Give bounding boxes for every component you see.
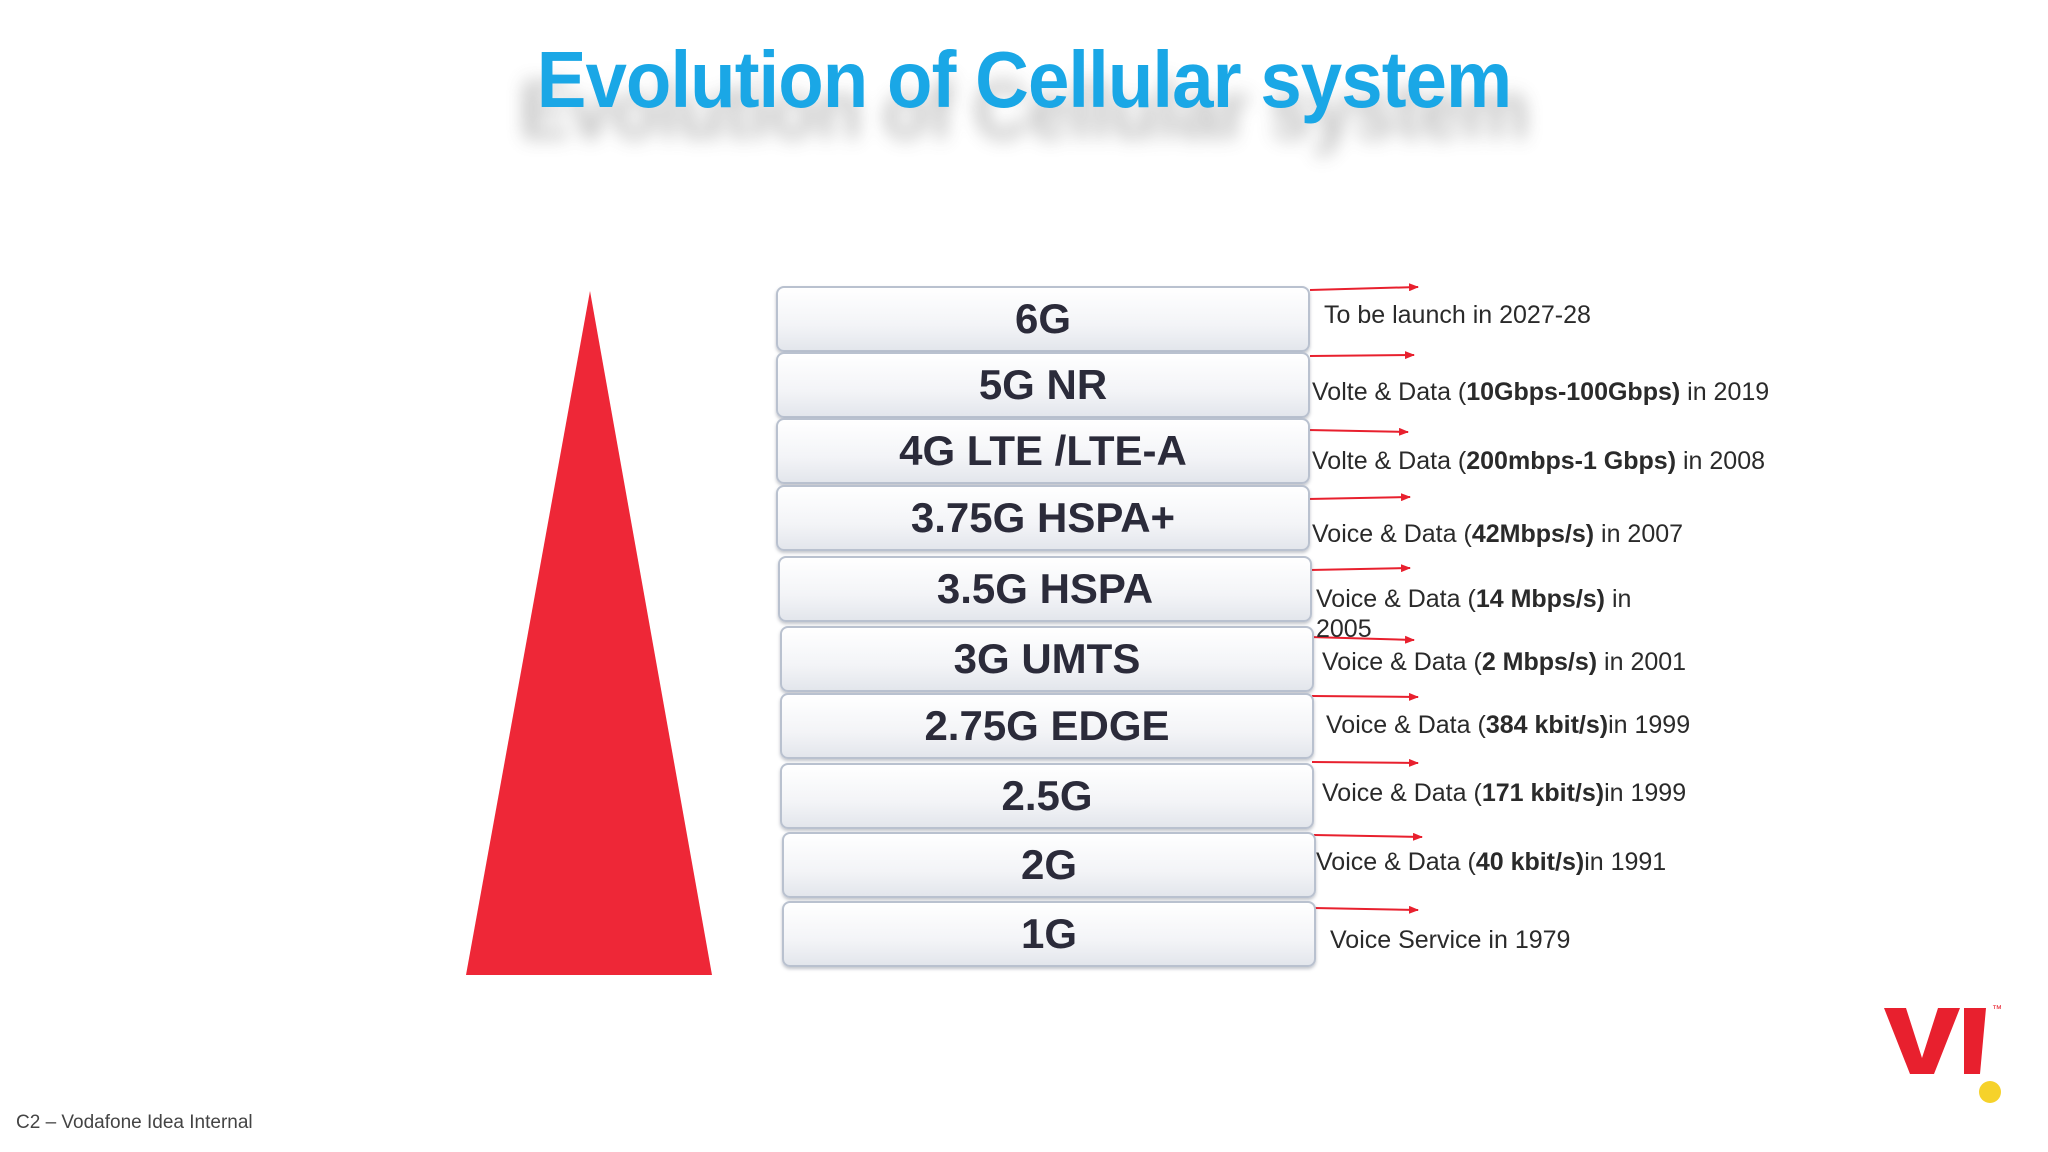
page-title: Evolution of Cellular system <box>536 35 1512 124</box>
desc-3g-bold: 2 Mbps/s) <box>1481 648 1598 676</box>
arrow-5g <box>1309 351 1415 360</box>
desc-5g-post: in 2019 <box>1680 378 1770 406</box>
desc-6g-text: To be launch in 2027-28 <box>1324 301 1591 329</box>
desc-1g: Voice Service in 1979 <box>1330 925 1570 955</box>
gen-box-6g: 6G <box>776 286 1310 352</box>
desc-35g-hspa: Voice & Data (14 Mbps/s) in 2005 <box>1316 584 1646 644</box>
arrow-375g <box>1307 493 1411 502</box>
arrow-4g <box>1307 427 1409 436</box>
desc-4g-bold: 200mbps-1 Gbps) <box>1466 447 1677 475</box>
vi-logo-icon: ™ <box>1884 1004 2002 1103</box>
gen-box-35g-hspa: 3.5G HSPA <box>778 556 1312 622</box>
desc-25g-text: Voice & Data ( <box>1322 779 1482 807</box>
desc-275g-bold: 384 kbit/s) <box>1485 711 1609 739</box>
desc-25g-post: in 1999 <box>1604 779 1687 807</box>
desc-5g-text: Volte & Data ( <box>1312 378 1467 406</box>
desc-2g: Voice & Data (40 kbit/s)in 1991 <box>1316 847 1666 877</box>
desc-6g: To be launch in 2027-28 <box>1324 300 1591 330</box>
title-shadow: Evolution of Cellular system <box>518 65 1530 156</box>
desc-2g-bold: 40 kbit/s) <box>1475 848 1585 876</box>
desc-375g-post: in 2007 <box>1594 520 1684 548</box>
desc-3g-post: in 2001 <box>1597 648 1687 676</box>
desc-5g-bold: 10Gbps-100Gbps) <box>1466 378 1681 406</box>
arrow-6g <box>1309 283 1419 292</box>
desc-25g-bold: 171 kbit/s) <box>1481 779 1605 807</box>
arrow-3g <box>1309 635 1415 644</box>
desc-1g-text: Voice Service in 1979 <box>1330 926 1571 954</box>
desc-375g-bold: 42Mbps/s) <box>1471 520 1595 548</box>
desc-4g-text: Volte & Data ( <box>1312 447 1467 475</box>
gen-box-275g-edge: 2.75G EDGE <box>780 693 1314 759</box>
desc-4g-post: in 2008 <box>1676 447 1765 475</box>
desc-275g-text: Voice & Data ( <box>1326 711 1486 739</box>
desc-3g-umts: Voice & Data (2 Mbps/s) in 2001 <box>1322 647 1686 677</box>
desc-35g-text: Voice & Data ( <box>1316 585 1476 613</box>
gen-box-5g-nr: 5G NR <box>776 352 1310 418</box>
desc-275g-edge: Voice & Data (384 kbit/s)in 1999 <box>1326 710 1690 740</box>
desc-25g: Voice & Data (171 kbit/s)in 1999 <box>1322 778 1686 808</box>
pyramid-triangle <box>466 291 712 975</box>
gen-box-25g: 2.5G <box>780 763 1314 829</box>
arrow-25g <box>1311 758 1419 767</box>
desc-2g-text: Voice & Data ( <box>1316 848 1476 876</box>
arrow-35g <box>1309 564 1411 573</box>
gen-box-2g: 2G <box>782 832 1316 898</box>
arrow-1g <box>1313 905 1419 914</box>
desc-5g-nr: Volte & Data (10Gbps-100Gbps) in 2019 <box>1312 377 1769 407</box>
desc-35g-post: in 2005 <box>1316 585 1632 643</box>
gen-box-375g-hspa-plus: 3.75G HSPA+ <box>776 485 1310 551</box>
desc-3g-text: Voice & Data ( <box>1322 648 1482 676</box>
desc-275g-post: in 1999 <box>1608 711 1691 739</box>
footer-classification: C2 – Vodafone Idea Internal <box>16 1112 253 1133</box>
desc-4g-lte: Volte & Data (200mbps-1 Gbps) in 2008 <box>1312 446 1765 476</box>
desc-2g-post: in 1991 <box>1584 848 1667 876</box>
gen-box-1g: 1G <box>782 901 1316 967</box>
gen-box-4g-lte: 4G LTE /LTE-A <box>776 418 1310 484</box>
desc-375g-hspa-plus: Voice & Data (42Mbps/s) in 2007 <box>1312 519 1683 549</box>
logo-trademark: ™ <box>1992 1004 2002 1015</box>
arrow-2g <box>1313 832 1423 841</box>
desc-375g-text: Voice & Data ( <box>1312 520 1472 548</box>
gen-box-3g-umts: 3G UMTS <box>780 626 1314 692</box>
desc-35g-bold: 14 Mbps/s) <box>1475 585 1606 613</box>
arrow-275g <box>1311 692 1419 701</box>
title-area: Evolution of Cellular system Evolution o… <box>0 30 2048 170</box>
